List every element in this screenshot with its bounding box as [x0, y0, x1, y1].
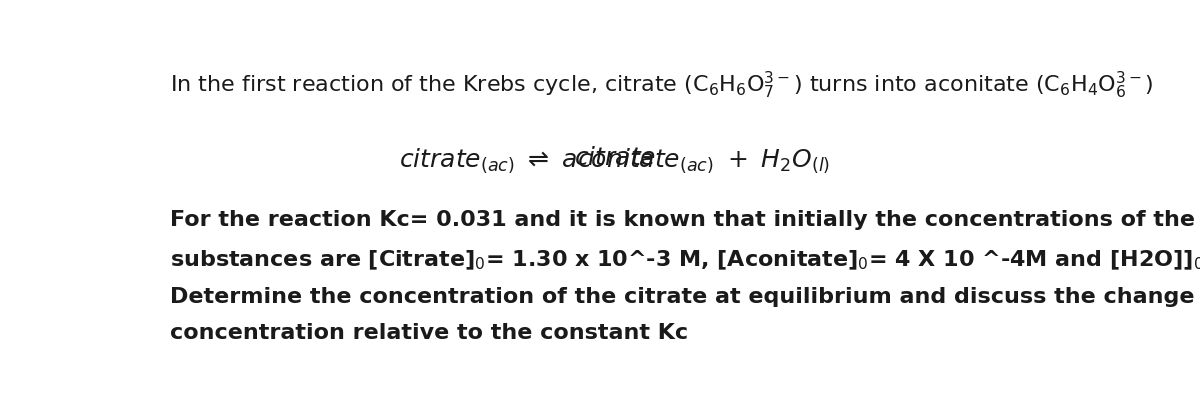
- Text: In the first reaction of the Krebs cycle, citrate ($\mathregular{C}_6\mathregula: In the first reaction of the Krebs cycle…: [170, 70, 1154, 101]
- Text: substances are [Citrate]$_0$= 1.30 x 10^-3 M, [Aconitate]$_0$= 4 X 10 ^-4M and [: substances are [Citrate]$_0$= 1.30 x 10^…: [170, 249, 1200, 272]
- Text: $\it{citrate}$: $\it{citrate}$: [574, 146, 656, 170]
- Text: $\mathit{citrate}_{(ac)}\ \rightleftharpoons\ \mathit{aconitate}_{(ac)}\ +\ H_2O: $\mathit{citrate}_{(ac)}\ \rightleftharp…: [400, 146, 830, 174]
- Text: For the reaction Kc= 0.031 and it is known that initially the concentrations of : For the reaction Kc= 0.031 and it is kno…: [170, 210, 1195, 230]
- Text: concentration relative to the constant Kc: concentration relative to the constant K…: [170, 323, 689, 343]
- Text: Determine the concentration of the citrate at equilibrium and discuss the change: Determine the concentration of the citra…: [170, 287, 1200, 307]
